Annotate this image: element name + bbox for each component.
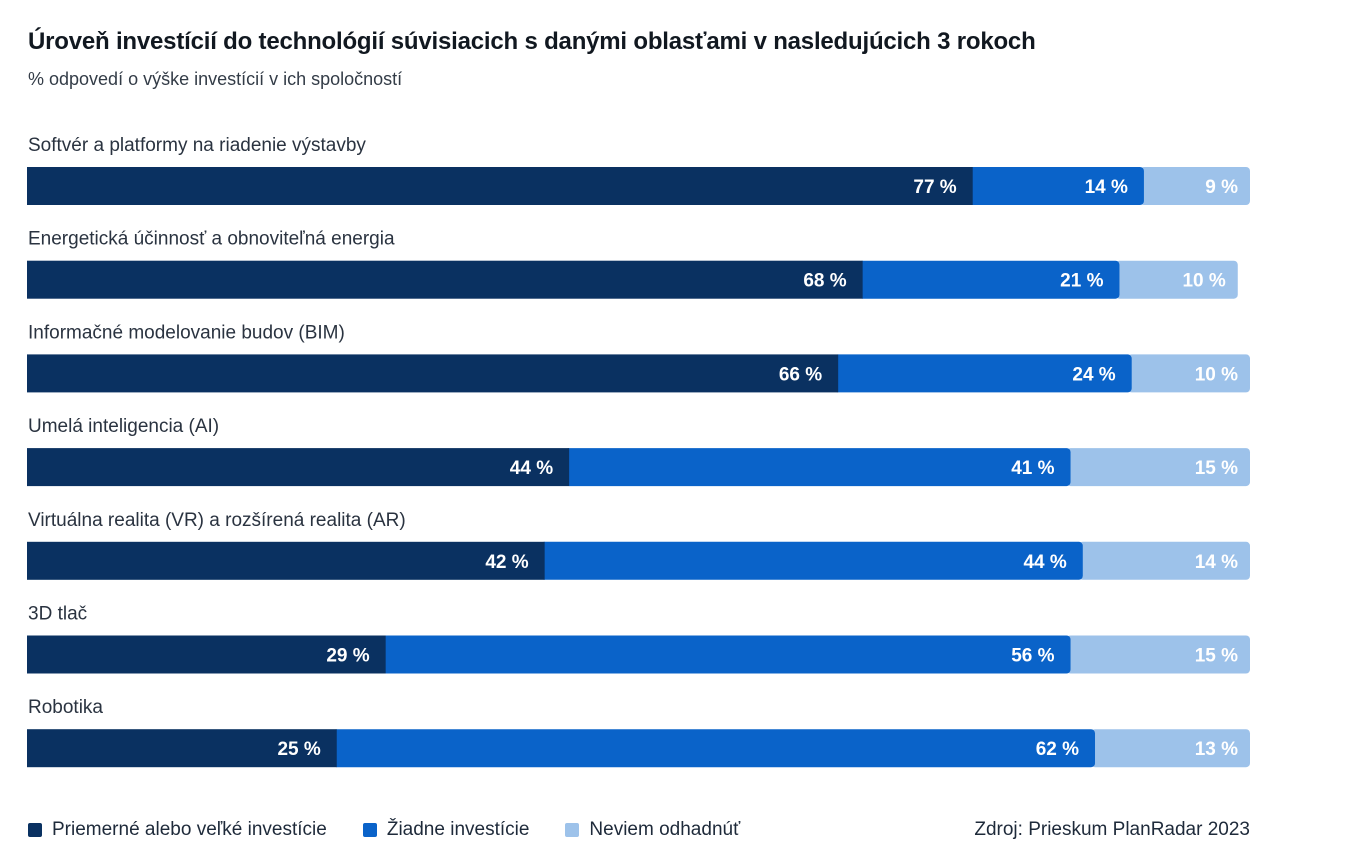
source-note: Zdroj: Prieskum PlanRadar 2023 bbox=[974, 819, 1250, 840]
bar-segment bbox=[540, 541, 1083, 580]
chart-title: Úroveň investícií do technológií súvisia… bbox=[28, 28, 1036, 55]
category-label: Energetická účinnosť a obnoviteľná energ… bbox=[28, 229, 395, 250]
data-label: 41 % bbox=[1011, 458, 1054, 479]
stacked-bar-chart: Softvér a platformy na riadenie výstavby… bbox=[27, 135, 1250, 768]
bar-segment bbox=[1078, 541, 1250, 580]
data-label: 14 % bbox=[1085, 177, 1128, 198]
category-label: Informačné modelovanie budov (BIM) bbox=[28, 322, 345, 343]
bar-segment bbox=[27, 541, 545, 580]
data-label: 21 % bbox=[1060, 271, 1103, 292]
data-label: 14 % bbox=[1195, 552, 1238, 573]
data-label: 15 % bbox=[1195, 646, 1238, 667]
data-label: 15 % bbox=[1195, 458, 1238, 479]
data-label: 24 % bbox=[1072, 364, 1115, 385]
bar-segment bbox=[1066, 635, 1250, 674]
bar-segment bbox=[1127, 354, 1250, 393]
category-label: 3D tlač bbox=[28, 604, 87, 625]
category-label: Robotika bbox=[28, 697, 103, 718]
legend-item-dont-know: Neviem odhadnúť bbox=[565, 819, 740, 841]
bar-segment bbox=[968, 167, 1144, 205]
data-label: 44 % bbox=[1023, 552, 1066, 573]
data-label: 10 % bbox=[1182, 271, 1225, 292]
bar-segment bbox=[1066, 448, 1250, 487]
category-label: Umelá inteligencia (AI) bbox=[28, 416, 219, 437]
data-label: 10 % bbox=[1195, 364, 1238, 385]
bar-segment bbox=[834, 354, 1132, 393]
bar-segment bbox=[27, 260, 863, 299]
data-label: 25 % bbox=[277, 739, 320, 760]
bar-segment bbox=[27, 729, 337, 768]
bar-segment bbox=[27, 167, 973, 205]
category-label: Virtuálna realita (VR) a rozšírená reali… bbox=[28, 510, 406, 531]
chart-subtitle: % odpovedí o výške investícií v ich spol… bbox=[28, 69, 403, 89]
bar-segment bbox=[332, 729, 1096, 768]
bar-segment bbox=[27, 354, 839, 393]
bar-segment bbox=[381, 635, 1071, 674]
data-label: 44 % bbox=[510, 458, 553, 479]
bar-segment bbox=[858, 260, 1120, 299]
bar-segment bbox=[27, 635, 386, 674]
category-label: Softvér a platformy na riadenie výstavby bbox=[28, 135, 366, 156]
bar-segment bbox=[27, 448, 570, 487]
legend-item-no-investment: Žiadne investície bbox=[362, 819, 530, 841]
data-label: 77 % bbox=[913, 177, 956, 198]
data-label: 29 % bbox=[326, 646, 369, 667]
data-label: 42 % bbox=[485, 552, 528, 573]
legend-label: Žiadne investície bbox=[386, 819, 530, 840]
data-label: 13 % bbox=[1195, 739, 1238, 760]
bar-segment bbox=[1091, 729, 1250, 768]
legend-label: Neviem odhadnúť bbox=[589, 819, 741, 840]
data-label: 9 % bbox=[1205, 177, 1238, 198]
legend-swatch bbox=[28, 823, 42, 837]
bar-segment bbox=[1115, 260, 1238, 299]
bar-segment bbox=[565, 448, 1071, 487]
data-label: 68 % bbox=[803, 271, 846, 292]
legend-swatch bbox=[565, 823, 580, 837]
legend-swatch bbox=[362, 823, 377, 837]
data-label: 62 % bbox=[1036, 739, 1079, 760]
legend-item-large-investment: Priemerné alebo veľké investície bbox=[28, 819, 327, 841]
chart-legend: Priemerné alebo veľké investície Žiadne … bbox=[28, 817, 776, 843]
data-label: 56 % bbox=[1011, 646, 1054, 667]
data-label: 66 % bbox=[779, 364, 822, 385]
bar-segment bbox=[1139, 167, 1250, 205]
legend-label: Priemerné alebo veľké investície bbox=[52, 819, 327, 840]
